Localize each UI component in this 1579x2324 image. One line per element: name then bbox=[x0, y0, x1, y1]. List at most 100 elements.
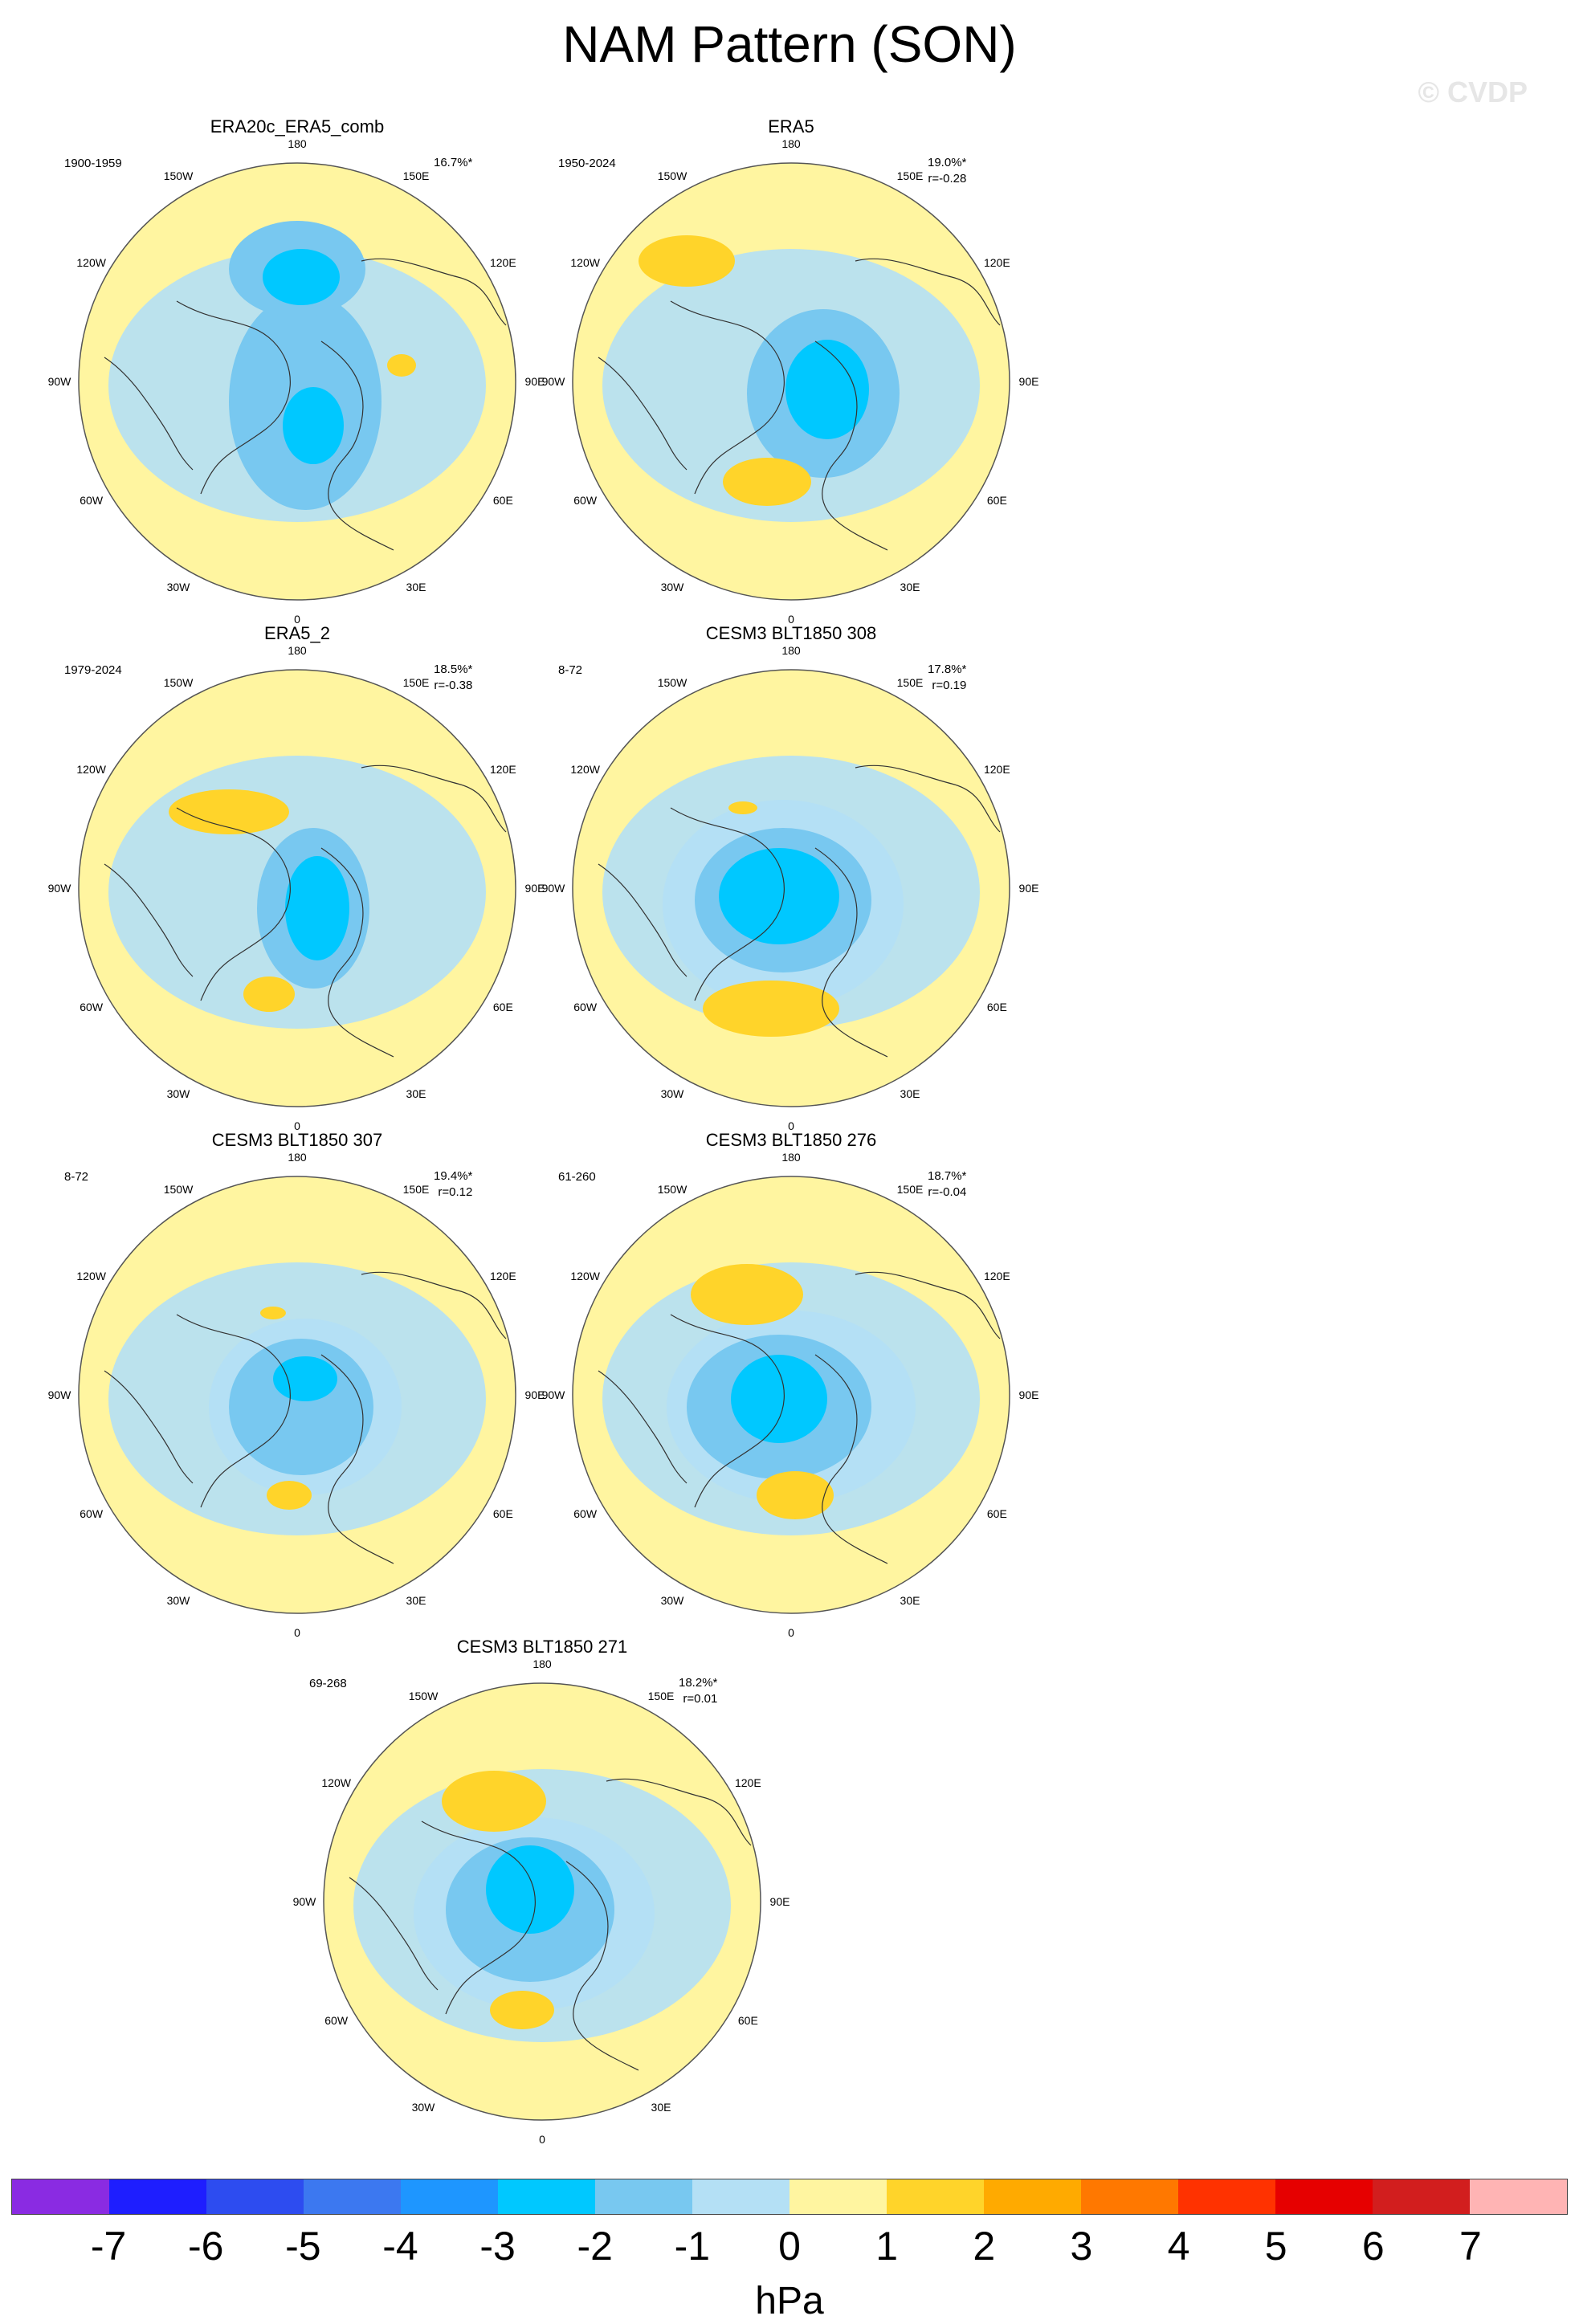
longitude-label: 30E bbox=[900, 1087, 920, 1101]
panel-stats: 18.7%* r=-0.04 bbox=[928, 1168, 966, 1201]
longitude-label: 150W bbox=[408, 1689, 439, 1702]
longitude-label: 60W bbox=[573, 494, 598, 507]
negative-anomaly-contour bbox=[285, 856, 349, 960]
negative-anomaly-contour bbox=[263, 249, 340, 305]
colorbar-segment bbox=[12, 2179, 109, 2214]
coastline-path bbox=[361, 1271, 507, 1339]
colorbar-segment bbox=[1275, 2179, 1373, 2214]
longitude-label: 30E bbox=[406, 1594, 426, 1608]
longitude-label: 90W bbox=[292, 1895, 316, 1908]
longitude-label: 120W bbox=[76, 1270, 106, 1282]
coastlines bbox=[104, 1271, 507, 1564]
longitude-label: 150W bbox=[163, 675, 194, 689]
coastline-path bbox=[855, 764, 1001, 833]
coastlines bbox=[598, 258, 1001, 551]
longitude-label: 90W bbox=[47, 882, 71, 895]
panel-stats: 17.8%* r=0.19 bbox=[928, 662, 966, 694]
coastline-path bbox=[565, 1861, 639, 2071]
positive-anomaly-contour bbox=[442, 1771, 546, 1832]
panel-years: 8-72 bbox=[558, 663, 583, 677]
colorbar-tick-label: -3 bbox=[479, 2224, 516, 2269]
colorbar-segment bbox=[498, 2179, 595, 2214]
longitude-label: 180 bbox=[781, 1151, 801, 1164]
longitude-label: 150E bbox=[402, 675, 430, 689]
positive-anomaly-contour bbox=[169, 789, 289, 834]
longitude-label: 60W bbox=[80, 1507, 104, 1520]
longitude-label: 60E bbox=[986, 1001, 1007, 1013]
colorbar-segment bbox=[984, 2179, 1081, 2214]
colorbar-tick-label: -1 bbox=[674, 2224, 711, 2269]
longitude-label: 90W bbox=[47, 375, 71, 388]
coastline-path bbox=[320, 340, 394, 551]
longitude-label: 150E bbox=[896, 169, 924, 182]
colorbar-tick-label: 0 bbox=[778, 2224, 801, 2269]
negative-anomaly-contour bbox=[719, 848, 839, 944]
longitude-label: 30E bbox=[406, 1087, 426, 1101]
panel-stats: 18.5%* r=-0.38 bbox=[434, 662, 472, 694]
positive-anomaly-contour bbox=[691, 1264, 803, 1325]
longitude-label: 30E bbox=[900, 1594, 920, 1608]
coastline-path bbox=[598, 357, 687, 471]
colorbar-segment bbox=[790, 2179, 887, 2214]
colorbar-tick-label: -6 bbox=[188, 2224, 224, 2269]
panel-stats: 18.2%* r=0.01 bbox=[679, 1675, 717, 1707]
polar-map bbox=[78, 1176, 516, 1614]
coastline-path bbox=[349, 1877, 439, 1991]
longitude-label: 180 bbox=[781, 137, 801, 150]
coastline-path bbox=[320, 1354, 394, 1564]
longitude-label: 180 bbox=[288, 644, 307, 657]
panel-years: 1900-1959 bbox=[64, 157, 122, 170]
positive-anomaly-contour bbox=[639, 235, 735, 287]
pattern-correlation: r=-0.38 bbox=[434, 679, 473, 692]
longitude-label: 150E bbox=[402, 1182, 430, 1196]
longitude-label: 180 bbox=[288, 1151, 307, 1164]
negative-anomaly-contour bbox=[273, 1356, 337, 1401]
positive-anomaly-contour bbox=[243, 976, 295, 1012]
panel-title: CESM3 BLT1850 276 bbox=[705, 1130, 877, 1150]
colorbar-tick-label: -7 bbox=[90, 2224, 127, 2269]
pattern-correlation: r=-0.28 bbox=[928, 172, 967, 186]
longitude-label: 90W bbox=[541, 882, 565, 895]
cvdp-watermark: © CVDP bbox=[1418, 75, 1528, 108]
colorbar-tick-label: 3 bbox=[1070, 2224, 1093, 2269]
coastline-path bbox=[104, 1370, 194, 1484]
longitude-label: 120W bbox=[570, 1270, 600, 1282]
longitude-label: 60E bbox=[492, 494, 513, 507]
longitude-label: 90E bbox=[524, 882, 545, 895]
map-panel: CESM3 BLT1850 271 69-268 18.2%* r=0.01 180 15… bbox=[293, 1637, 799, 2146]
longitude-label: 0 bbox=[294, 613, 300, 626]
longitude-label: 30W bbox=[660, 581, 684, 594]
longitude-label: 180 bbox=[532, 1657, 552, 1670]
colorbar-tick-label: -4 bbox=[382, 2224, 418, 2269]
colorbar-segment bbox=[692, 2179, 790, 2214]
panel-years: 1950-2024 bbox=[558, 157, 616, 170]
longitude-label: 60E bbox=[492, 1001, 513, 1013]
pattern-correlation: r=-0.04 bbox=[928, 1185, 967, 1199]
negative-anomaly-contour bbox=[785, 340, 869, 439]
explained-variance: 17.8%* bbox=[928, 663, 967, 676]
positive-anomaly-contour bbox=[490, 1991, 554, 2029]
polar-map bbox=[78, 162, 516, 601]
longitude-label: 90E bbox=[769, 1895, 790, 1908]
coastline-path bbox=[855, 258, 1001, 326]
panel-stats: 19.4%* r=0.12 bbox=[434, 1168, 472, 1201]
map-boundary bbox=[78, 669, 516, 1107]
panel-title: CESM3 BLT1850 271 bbox=[456, 1637, 628, 1657]
coastline-path bbox=[855, 1271, 1001, 1339]
panel-stats: 16.7%* bbox=[434, 155, 472, 171]
longitude-label: 120W bbox=[321, 1776, 351, 1789]
explained-variance: 18.5%* bbox=[434, 663, 473, 676]
polar-map bbox=[323, 1682, 761, 2121]
longitude-label: 90E bbox=[1018, 882, 1039, 895]
longitude-label: 90W bbox=[541, 1388, 565, 1401]
map-panel: CESM3 BLT1850 276 61-260 18.7%* r=-0.04 180 1… bbox=[542, 1130, 1048, 1639]
longitude-label: 120W bbox=[570, 256, 600, 269]
longitude-label: 90E bbox=[524, 1388, 545, 1401]
explained-variance: 18.7%* bbox=[928, 1169, 967, 1183]
pattern-correlation: r=0.19 bbox=[932, 679, 967, 692]
panel-stats: 19.0%* r=-0.28 bbox=[928, 155, 966, 187]
longitude-label: 0 bbox=[539, 2133, 545, 2146]
coastlines bbox=[349, 1778, 752, 2071]
coastline-path bbox=[104, 357, 194, 471]
map-panel: ERA5 1950-2024 19.0%* r=-0.28 180 150E 120E 90E… bbox=[542, 116, 1048, 626]
